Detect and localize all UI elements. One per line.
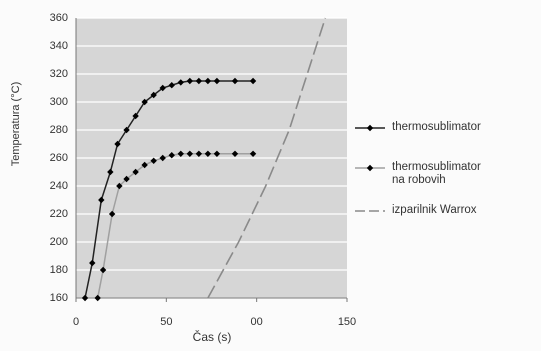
- data-point: [204, 77, 212, 85]
- data-point: [141, 98, 148, 106]
- data-point: [99, 266, 107, 274]
- data-point: [107, 168, 114, 176]
- data-point: [177, 79, 184, 86]
- y-tick-label: 240: [50, 180, 68, 192]
- data-point: [150, 91, 157, 99]
- data-point: [186, 150, 194, 157]
- data-point: [213, 150, 221, 157]
- data-point: [114, 140, 121, 148]
- y-tick-label: 200: [50, 236, 68, 248]
- legend-marker: [366, 164, 374, 172]
- data-point: [123, 126, 130, 134]
- data-point: [141, 161, 148, 169]
- x-axis-label: Čas (s): [193, 329, 232, 344]
- data-point: [168, 152, 175, 159]
- y-tick-label: 180: [50, 264, 68, 276]
- y-axis-label: Temperatura (°C): [10, 82, 22, 166]
- data-point: [132, 168, 139, 176]
- data-point: [108, 210, 116, 218]
- x-tick-label: 0: [73, 316, 79, 328]
- data-point: [116, 182, 123, 190]
- data-point: [249, 150, 257, 157]
- y-tick-label: 260: [50, 152, 68, 164]
- data-point: [98, 196, 105, 204]
- data-point: [159, 84, 166, 92]
- data-point: [150, 157, 157, 164]
- data-point: [159, 154, 166, 162]
- data-point: [186, 77, 194, 85]
- y-tick-label: 340: [50, 40, 68, 52]
- data-point: [195, 77, 203, 85]
- y-tick-label: 300: [50, 96, 68, 108]
- data-point: [195, 150, 203, 157]
- data-point: [94, 294, 101, 302]
- data-point: [177, 150, 184, 157]
- data-point: [249, 77, 257, 85]
- x-tick-label: 00: [251, 316, 263, 328]
- data-point: [168, 82, 175, 89]
- data-point: [213, 77, 221, 85]
- data-point: [231, 150, 239, 157]
- y-tick-label: 280: [50, 124, 68, 136]
- data-point: [123, 175, 130, 183]
- data-point: [132, 112, 139, 120]
- legend-label: thermosublimator: [392, 121, 481, 133]
- legend-label: thermosublimator na robovih: [392, 161, 481, 186]
- y-tick-label: 160: [50, 292, 68, 304]
- x-tick-label: 150: [338, 316, 356, 328]
- legend-label: izparilnik Warrox: [392, 204, 477, 216]
- y-tick-label: 360: [50, 12, 68, 24]
- data-point: [204, 150, 212, 157]
- legend-marker: [366, 124, 374, 132]
- series-line: [207, 17, 327, 299]
- x-tick-label: 50: [160, 316, 172, 328]
- y-tick-label: 220: [50, 208, 68, 220]
- y-tick-label: 320: [50, 68, 68, 80]
- data-point: [89, 259, 96, 267]
- data-point: [81, 294, 89, 302]
- data-point: [231, 77, 239, 85]
